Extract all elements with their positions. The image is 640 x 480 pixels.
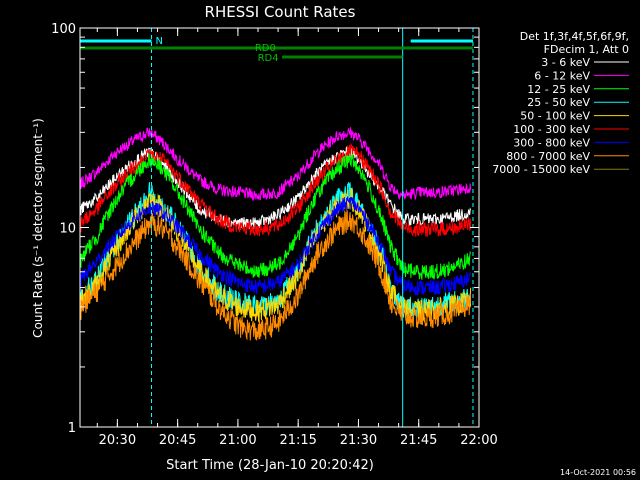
series-line-2 — [80, 153, 472, 280]
attenuator-label: N — [156, 36, 163, 47]
y-tick-label-1: 10 — [59, 222, 76, 237]
series-line-5 — [80, 142, 472, 238]
x-tick-label-5: 21:45 — [400, 433, 437, 448]
decimation-label-1: RD4 — [258, 53, 279, 64]
series-line-3 — [80, 181, 472, 319]
decimation-label-0: RD0 — [255, 43, 276, 54]
y-tick-label-0: 1 — [68, 421, 76, 436]
series-line-7 — [80, 209, 472, 341]
x-tick-label-4: 21:30 — [340, 433, 377, 448]
x-tick-label-3: 21:15 — [279, 433, 316, 448]
x-tick-label-6: 22:00 — [460, 433, 497, 448]
series-line-4 — [80, 187, 472, 323]
footer-timestamp: 14-Oct-2021 00:56 — [560, 468, 636, 477]
legend-label-0: 3 - 6 keV — [541, 56, 590, 69]
legend-label-1: 6 - 12 keV — [534, 69, 590, 82]
chart-title: RHESSI Count Rates — [205, 3, 356, 21]
x-tick-label-2: 21:00 — [219, 433, 256, 448]
legend-label-5: 100 - 300 keV — [513, 123, 590, 136]
legend-label-3: 25 - 50 keV — [527, 96, 590, 109]
series-line-6 — [80, 196, 472, 296]
legend-title-line-1: FDecim 1, Att 0 — [544, 43, 629, 56]
y-tick-label-2: 100 — [51, 22, 76, 37]
x-tick-label-0: 20:30 — [99, 433, 136, 448]
legend-title-line-0: Det 1f,3f,4f,5f,6f,9f, — [520, 30, 629, 43]
legend-label-4: 50 - 100 keV — [520, 110, 590, 123]
legend-label-2: 12 - 25 keV — [527, 83, 590, 96]
x-tick-label-1: 20:45 — [159, 433, 196, 448]
legend-label-7: 800 - 7000 keV — [506, 150, 590, 163]
x-axis-label: Start Time (28-Jan-10 20:20:42) — [166, 458, 374, 473]
y-axis-label: Count Rate (s⁻¹ detector segment⁻¹) — [31, 118, 45, 338]
series-line-1 — [80, 127, 472, 201]
legend-label-8: 7000 - 15000 keV — [492, 163, 590, 176]
legend-label-6: 300 - 800 keV — [513, 136, 590, 149]
